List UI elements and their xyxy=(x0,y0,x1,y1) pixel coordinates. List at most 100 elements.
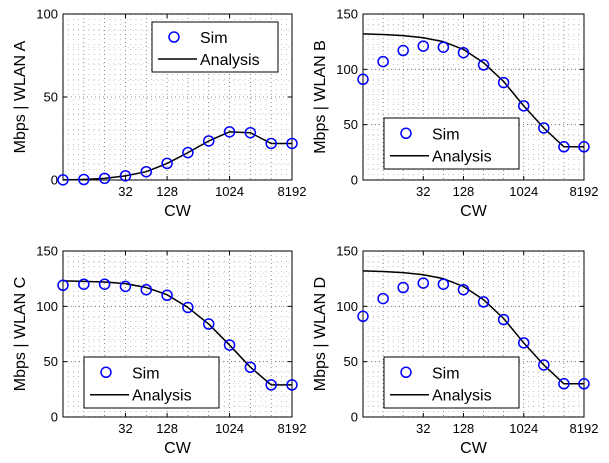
legend-sim-label: Sim xyxy=(200,30,228,47)
x-tick-label: 128 xyxy=(453,421,475,436)
legend-analysis-label: Analysis xyxy=(432,388,492,405)
chart-panel-2: 32 128 1024 8192 0 50 100 150 CW Mbps | WLAN B Sim… xyxy=(312,7,598,221)
x-tick-label: 8192 xyxy=(278,421,307,436)
x-axis-label: CW xyxy=(164,203,192,220)
y-tick-label: 0 xyxy=(351,410,358,425)
sim-point xyxy=(78,278,90,290)
sim-point xyxy=(286,137,298,150)
sim-point xyxy=(457,283,470,296)
chart-panel-3: 32 128 1024 8192 0 50 100 150 CW Mbps | WLAN C Sim… xyxy=(12,244,306,458)
x-axis-label: CW xyxy=(460,440,488,457)
x-tick-label: 32 xyxy=(416,184,430,199)
sim-point xyxy=(377,55,389,68)
x-tick-label: 128 xyxy=(156,421,178,436)
sim-point xyxy=(538,122,550,134)
y-tick-label: 150 xyxy=(36,244,58,259)
y-tick-label: 0 xyxy=(51,173,58,188)
axes-box xyxy=(362,13,585,181)
sim-point xyxy=(98,172,111,185)
x-tick-label: 8192 xyxy=(570,421,599,436)
sim-point xyxy=(57,279,69,292)
analysis-line xyxy=(62,131,292,181)
sim-point xyxy=(397,281,409,294)
sim-point xyxy=(286,379,298,391)
x-tick-label: 128 xyxy=(156,184,178,199)
sim-point xyxy=(119,280,132,293)
sim-point xyxy=(78,173,90,186)
y-tick-label: 0 xyxy=(51,410,58,425)
sim-point xyxy=(477,59,490,71)
sim-point xyxy=(265,137,277,150)
sim-point xyxy=(558,141,570,153)
y-axis-label: Mbps | WLAN A xyxy=(12,40,29,153)
x-axis-label: CW xyxy=(460,203,488,220)
x-tick-label: 32 xyxy=(118,184,132,199)
legend-box xyxy=(151,21,279,73)
sim-point xyxy=(357,73,369,86)
sim-point xyxy=(357,310,369,323)
sim-point xyxy=(497,76,510,89)
y-axis-label: Mbps | WLAN D xyxy=(312,277,329,391)
axes-box xyxy=(62,250,293,418)
y-tick-label: 50 xyxy=(44,354,58,369)
legend-sim-marker xyxy=(100,366,112,379)
y-tick-label: 150 xyxy=(336,244,358,259)
sim-point xyxy=(457,46,470,59)
legend: Sim Analysis xyxy=(383,356,520,409)
sim-point xyxy=(57,174,69,186)
sim-point xyxy=(417,277,430,289)
legend: Sim Analysis xyxy=(383,117,520,170)
x-tick-label: 1024 xyxy=(215,184,244,199)
legend-sim-label: Sim xyxy=(432,126,460,143)
sim-point xyxy=(578,141,590,153)
x-tick-label: 8192 xyxy=(570,184,599,199)
sim-point xyxy=(244,126,257,139)
x-axis-label: CW xyxy=(164,440,192,457)
sim-point xyxy=(161,157,173,170)
sim-point xyxy=(497,313,510,326)
x-tick-label: 8192 xyxy=(278,184,307,199)
x-tick-label: 32 xyxy=(118,421,132,436)
sim-point xyxy=(397,44,409,57)
sim-point xyxy=(437,278,450,290)
y-tick-label: 50 xyxy=(344,354,358,369)
sim-point xyxy=(538,359,550,371)
sim-point xyxy=(477,296,490,308)
x-tick-label: 32 xyxy=(416,421,430,436)
legend: Sim Analysis xyxy=(151,21,279,73)
axes-box xyxy=(362,250,585,418)
sim-point xyxy=(140,165,153,178)
sim-point xyxy=(578,378,590,390)
sim-point xyxy=(223,126,236,138)
legend-sim-label: Sim xyxy=(432,365,460,382)
sim-point xyxy=(182,146,194,159)
sim-point xyxy=(202,135,215,147)
y-tick-label: 100 xyxy=(336,299,358,314)
y-tick-label: 100 xyxy=(36,299,58,314)
sim-point xyxy=(202,318,215,330)
chart-panel-4: 32 128 1024 8192 0 50 100 150 CW Mbps | WLAN D Sim… xyxy=(312,244,598,458)
legend-sim-label: Sim xyxy=(132,365,160,382)
y-tick-label: 50 xyxy=(44,90,58,105)
legend-box xyxy=(83,356,220,409)
sim-point xyxy=(223,339,236,351)
legend-analysis-label: Analysis xyxy=(200,52,260,69)
sim-point xyxy=(437,41,450,53)
legend: Sim Analysis xyxy=(83,356,220,409)
sim-point xyxy=(517,337,530,349)
sim-point xyxy=(377,292,389,305)
legend-sim-marker xyxy=(168,31,180,43)
legend-sim-marker xyxy=(400,127,412,140)
chart-panel-1: 32 128 1024 8192 0 50 100 CW Mbps | WLAN A Sim Ana… xyxy=(12,7,306,221)
legend-sim-marker xyxy=(400,366,412,379)
legend-analysis-label: Analysis xyxy=(132,388,192,405)
sim-point xyxy=(417,40,430,52)
y-tick-label: 50 xyxy=(344,117,358,132)
y-tick-label: 100 xyxy=(336,62,358,77)
x-tick-label: 1024 xyxy=(509,184,538,199)
legend-box xyxy=(383,356,520,409)
y-axis-label: Mbps | WLAN C xyxy=(12,277,29,391)
sim-point xyxy=(265,379,277,391)
